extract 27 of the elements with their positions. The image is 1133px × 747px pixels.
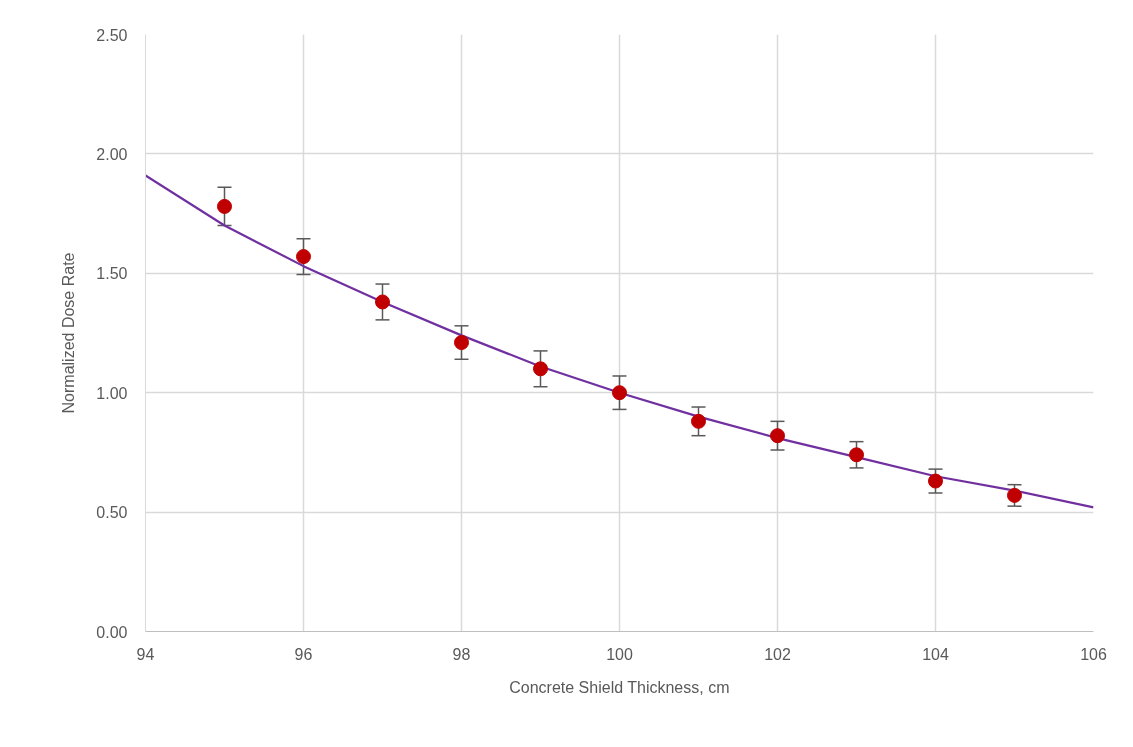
point	[533, 361, 548, 377]
point	[454, 335, 469, 351]
y-tick-label: 1.00	[96, 384, 128, 402]
y-tick-label: 0.50	[96, 504, 128, 522]
y-tick-label: 2.50	[96, 26, 128, 44]
x-tick-label: 106	[1080, 645, 1107, 663]
point	[691, 413, 706, 429]
x-tick-label: 100	[606, 645, 633, 663]
x-tick-label: 104	[922, 645, 949, 663]
y-tick-label: 2.00	[96, 145, 128, 163]
point	[375, 294, 390, 310]
x-tick-label: 96	[294, 645, 313, 663]
point	[296, 249, 311, 265]
x-tick-label: 98	[452, 645, 471, 663]
y-axis-title: Normalized Dose Rate	[60, 252, 78, 414]
x-axis-title: Concrete Shield Thickness, cm	[509, 678, 730, 696]
point	[928, 473, 943, 489]
x-tick-label: 94	[136, 645, 155, 663]
x-tick-label: 102	[764, 645, 791, 663]
line-series	[145, 174, 1094, 509]
point	[1007, 487, 1022, 503]
y-tick-label: 1.50	[96, 265, 128, 283]
point	[217, 198, 232, 214]
point	[849, 447, 864, 463]
y-tick-label: 0.00	[96, 623, 128, 641]
point	[770, 428, 785, 444]
point	[612, 385, 627, 401]
